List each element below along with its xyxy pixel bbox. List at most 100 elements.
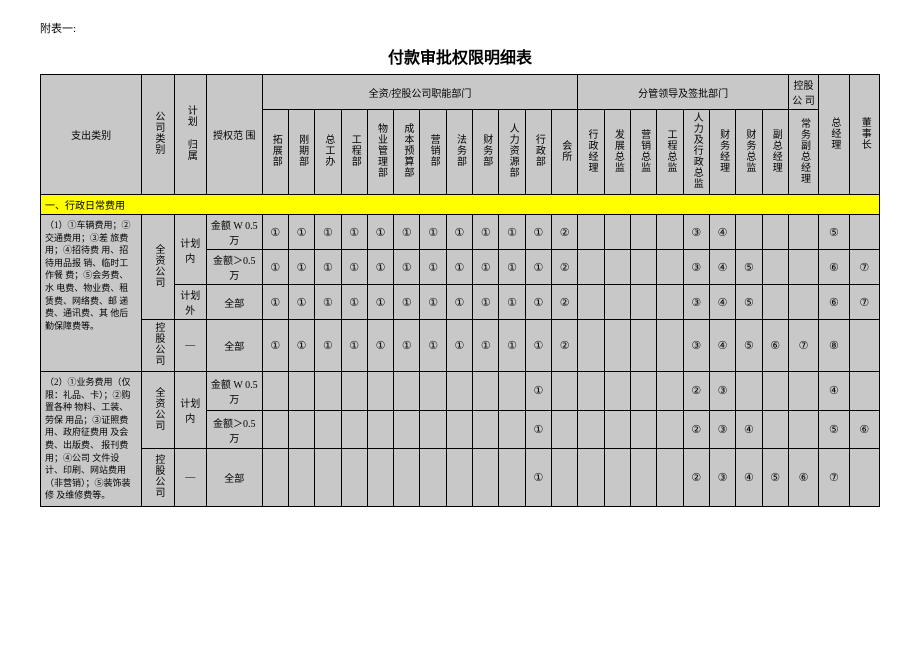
hdr-dept-18: 财务经理 [709,110,735,195]
cell: ② [683,449,709,507]
cell: ⑥ [849,410,879,449]
page-title: 付款审批权限明细表 [40,44,880,68]
cell: ① [446,320,472,372]
cell: ⑥ [762,320,788,372]
g1-scope-all-b: 全部 [206,320,262,372]
g1-scope-w: 金额 W 0.5 万 [206,215,262,250]
cell: ③ [683,215,709,250]
cell [604,215,630,250]
cell [499,410,525,449]
cell [736,372,762,411]
hdr-dept-7: 营销部 [420,110,446,195]
cell: ⑤ [762,449,788,507]
g1-plan-in: 计划内 [174,215,206,285]
cell [604,410,630,449]
cell: ④ [709,285,735,320]
cell: ① [262,320,288,372]
hdr-dept-13: 行政经理 [578,110,604,195]
hdr-dept-2: 刚期部 [288,110,314,195]
hdr-group1: 全资/控股公司职能部门 [262,75,578,110]
cell [788,285,818,320]
cell: ① [525,215,551,250]
cell [657,449,683,507]
hdr-dept-23: 董事长 [849,75,879,195]
cell: ⑧ [819,320,849,372]
cell: ⑦ [788,320,818,372]
cell: ① [446,250,472,285]
cell [578,410,604,449]
cell: ① [341,320,367,372]
cell: ① [367,250,393,285]
cell: ⑥ [819,250,849,285]
hdr-dept-16: 工程总监 [657,110,683,195]
cell [552,372,578,411]
cell [849,320,879,372]
cell: ⑤ [819,410,849,449]
cell: ① [262,285,288,320]
g2-desc: （2）①业务费用（仅限：礼品、卡）；②购置各种 物料、工装、劳保 用品；③证照费… [41,372,142,507]
g1-row4: 控股公司 — 全部 ① ① ① ① ① ① ① ① ① ① ① ② ③ ④ ⑤ … [41,320,880,372]
cell [288,410,314,449]
hdr-dept-9: 财务部 [473,110,499,195]
cell: ① [341,285,367,320]
cell [762,372,788,411]
cell: ① [525,250,551,285]
hdr-dept-1: 拓展部 [262,110,288,195]
cell: ③ [683,250,709,285]
cell [288,372,314,411]
hdr-dept-19: 财务总监 [736,110,762,195]
cell: ① [394,215,420,250]
cell [578,372,604,411]
cell [473,410,499,449]
cell: ① [367,215,393,250]
hdr-company: 公司类别 [142,75,174,195]
annex-label: 附表一: [40,20,880,36]
cell [578,449,604,507]
cell [499,449,525,507]
cell: ④ [819,372,849,411]
cell: ① [446,215,472,250]
hdr-dept-20: 副总经理 [762,110,788,195]
cell: ① [499,215,525,250]
cell [420,410,446,449]
cell [394,372,420,411]
cell [604,372,630,411]
cell [394,410,420,449]
cell: ③ [709,410,735,449]
g2-row1: （2）①业务费用（仅限：礼品、卡）；②购置各种 物料、工装、劳保 用品；③证照费… [41,372,880,411]
hdr-dept-5: 物业管理部 [367,110,393,195]
hdr-dept-11: 行政部 [525,110,551,195]
g2-scope-gt: 金额＞0.5 万 [206,410,262,449]
cell: ① [525,449,551,507]
cell [762,285,788,320]
cell: ① [394,250,420,285]
cell: ③ [683,320,709,372]
cell: ① [525,285,551,320]
g1-row1: （1）①车辆费用；②交通费用；③差 旅费用；④招待费 用、招待用品报 销、临时工… [41,215,880,250]
cell: ④ [736,449,762,507]
hdr-dept-12: 会所 [552,110,578,195]
cell [630,250,656,285]
cell [341,449,367,507]
g2-company-a: 全资公司 [142,372,174,449]
cell: ① [525,320,551,372]
cell [604,449,630,507]
cell [367,449,393,507]
cell: ① [315,320,341,372]
hdr-group2: 分管领导及签批部门 [578,75,789,110]
cell: ⑤ [736,320,762,372]
cell [262,410,288,449]
cell [657,320,683,372]
g1-company-a: 全资公司 [142,215,174,320]
hdr-dept-6: 成本预算部 [394,110,420,195]
cell [341,410,367,449]
cell [630,285,656,320]
cell: ① [420,215,446,250]
cell [849,449,879,507]
hdr-dept-22: 总经理 [819,75,849,195]
cell [630,372,656,411]
cell [788,410,818,449]
cell [630,320,656,372]
cell [315,372,341,411]
cell [849,215,879,250]
